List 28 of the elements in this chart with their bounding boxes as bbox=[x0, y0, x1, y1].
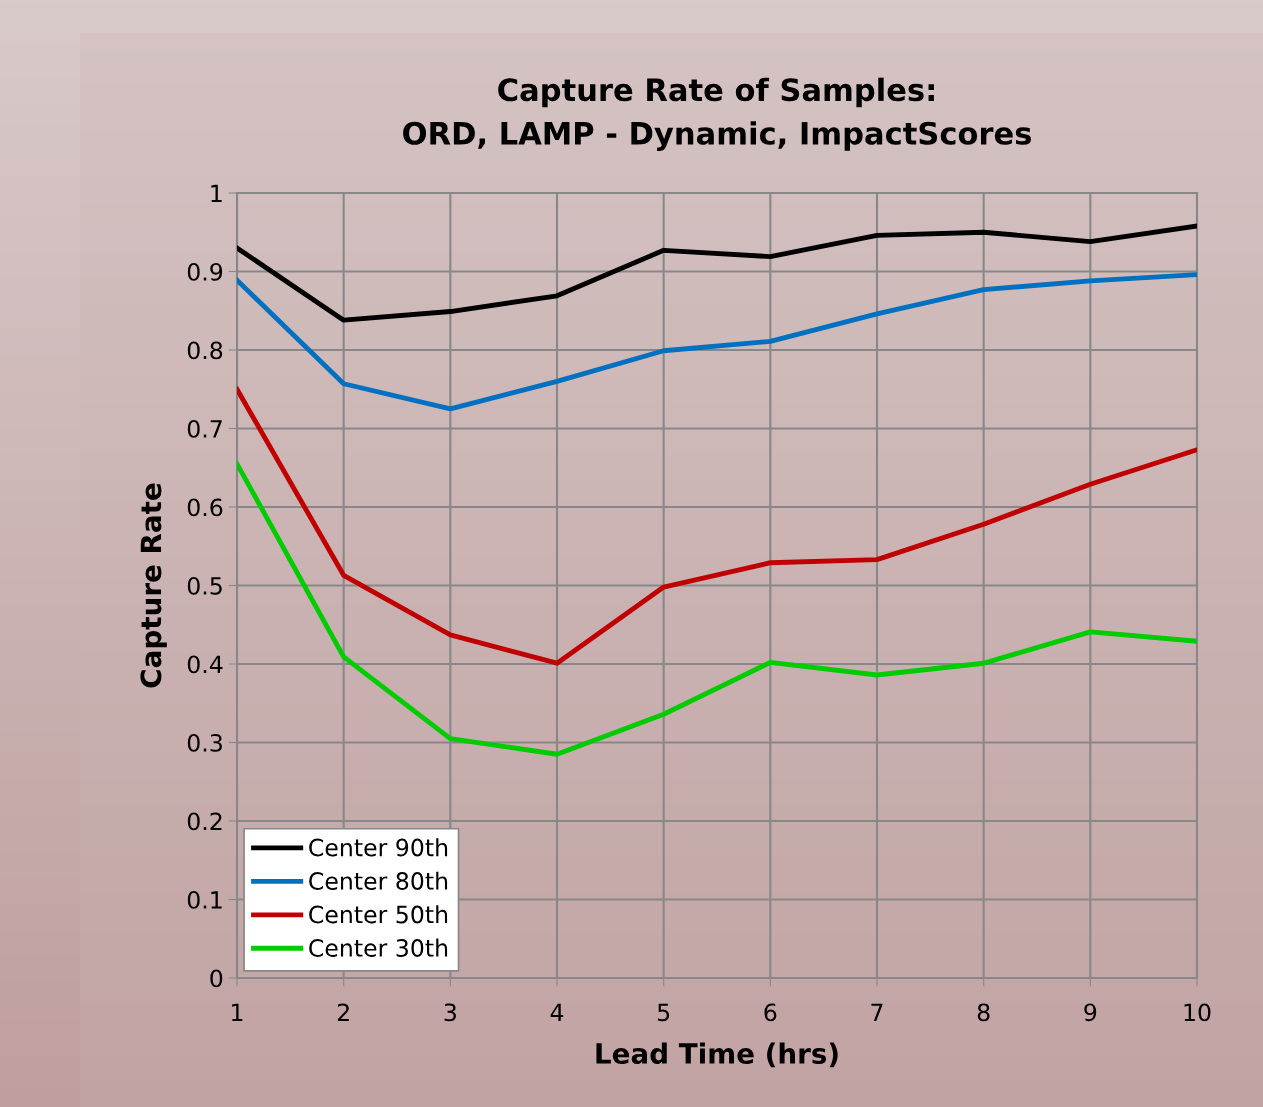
x-tick-label: 1 bbox=[232, 1003, 243, 1021]
y-tick-label: 0.9 bbox=[187, 262, 223, 281]
x-tick-label: 2 bbox=[337, 1003, 349, 1021]
y-tick-label: 0.2 bbox=[187, 812, 222, 831]
y-tick-label: 0.5 bbox=[187, 576, 222, 595]
y-tick-label: 0.4 bbox=[187, 655, 223, 674]
x-tick-label: 3 bbox=[444, 1003, 456, 1022]
y-tick-label: 0.1 bbox=[187, 890, 222, 909]
x-tick-label: 10 bbox=[1184, 1003, 1211, 1022]
x-tick-label: 9 bbox=[1084, 1003, 1097, 1022]
x-tick-label: 8 bbox=[977, 1003, 990, 1022]
y-tick-label: 0.8 bbox=[187, 341, 223, 360]
legend-label: Center 90th bbox=[309, 838, 448, 857]
y-tick-label: 0.6 bbox=[187, 498, 223, 517]
chart-title: Capture Rate of Samples: ORD, LAMP - Dynamic, ImpactScores bbox=[403, 77, 1031, 151]
y-tick-label: 0.7 bbox=[187, 419, 222, 438]
y-axis-title: Capture Rate bbox=[140, 483, 167, 688]
y-tick-label: 0.3 bbox=[187, 733, 222, 752]
x-tick-label: 5 bbox=[657, 1003, 670, 1022]
x-tick-label: 4 bbox=[550, 1003, 564, 1021]
x-tick-label: 6 bbox=[764, 1003, 777, 1022]
y-tick-label: 0 bbox=[210, 969, 223, 988]
legend-label: Center 30th bbox=[309, 938, 448, 957]
legend-label: Center 80th bbox=[309, 871, 448, 890]
x-tick-label: 7 bbox=[871, 1003, 883, 1021]
legend-label: Center 50th bbox=[309, 905, 448, 924]
y-tick-label: 1 bbox=[211, 184, 222, 202]
x-axis-title: Lead Time (hrs) bbox=[596, 1042, 838, 1068]
